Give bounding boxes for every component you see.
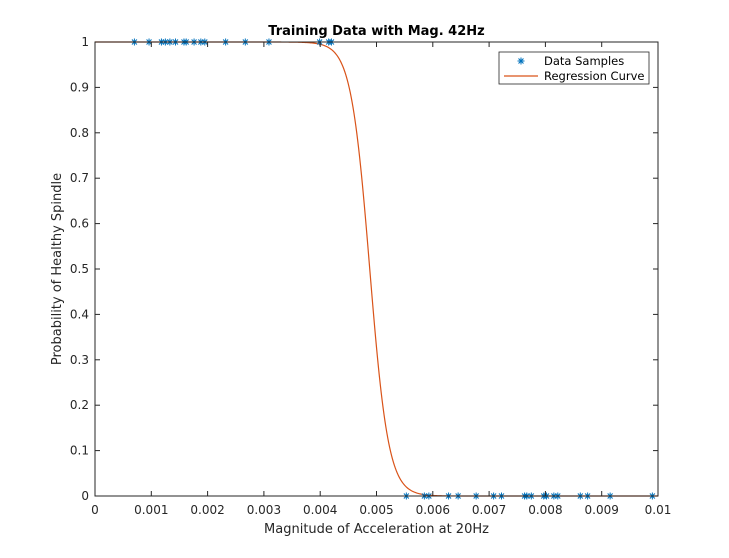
y-tick-label: 0.9 — [70, 80, 89, 94]
x-tick-label: 0.008 — [528, 503, 562, 517]
x-tick-label: 0.003 — [247, 503, 281, 517]
x-axis-label: Magnitude of Acceleration at 20Hz — [264, 522, 489, 537]
y-tick-label: 1 — [81, 35, 89, 49]
y-tick-label: 0.2 — [70, 398, 89, 412]
x-tick-label: 0.001 — [134, 503, 168, 517]
y-tick-label: 0.1 — [70, 444, 89, 458]
x-tick-label: 0.007 — [472, 503, 506, 517]
x-tick-label: 0.009 — [585, 503, 619, 517]
x-tick-labels: 0 0.001 0.002 0.003 0.004 0.005 0.006 0.007 0.00… — [91, 503, 671, 517]
y-tick-label: 0.4 — [70, 307, 89, 321]
y-tick-label: 0.5 — [70, 262, 89, 276]
ticks-layer — [94, 41, 659, 497]
legend-label-data-samples: Data Samples — [544, 54, 624, 68]
legend: Data Samples Regression Curve — [498, 51, 650, 85]
legend-marker-data-samples — [517, 57, 525, 65]
legend-box — [498, 51, 650, 85]
y-tick-label: 0.7 — [70, 171, 89, 185]
x-tick-label: 0.002 — [190, 503, 224, 517]
plot-area — [95, 42, 658, 496]
y-tick-labels: 0 0.1 0.2 0.3 0.4 0.5 0.6 0.7 0.8 0.9 1 — [70, 35, 89, 503]
chart-title: Training Data with Mag. 42Hz — [268, 24, 484, 39]
legend-label-regression-curve: Regression Curve — [544, 69, 645, 83]
x-tick-label: 0.004 — [303, 503, 337, 517]
x-tick-label: 0.01 — [645, 503, 672, 517]
y-tick-label: 0.3 — [70, 353, 89, 367]
y-tick-label: 0.8 — [70, 126, 89, 140]
x-tick-label: 0.005 — [359, 503, 393, 517]
x-tick-label: 0 — [91, 503, 99, 517]
x-tick-label: 0.006 — [416, 503, 450, 517]
y-tick-label: 0.6 — [70, 217, 89, 231]
y-tick-label: 0 — [81, 489, 89, 503]
y-axis-label: Probability of Healthy Spindle — [50, 173, 65, 365]
